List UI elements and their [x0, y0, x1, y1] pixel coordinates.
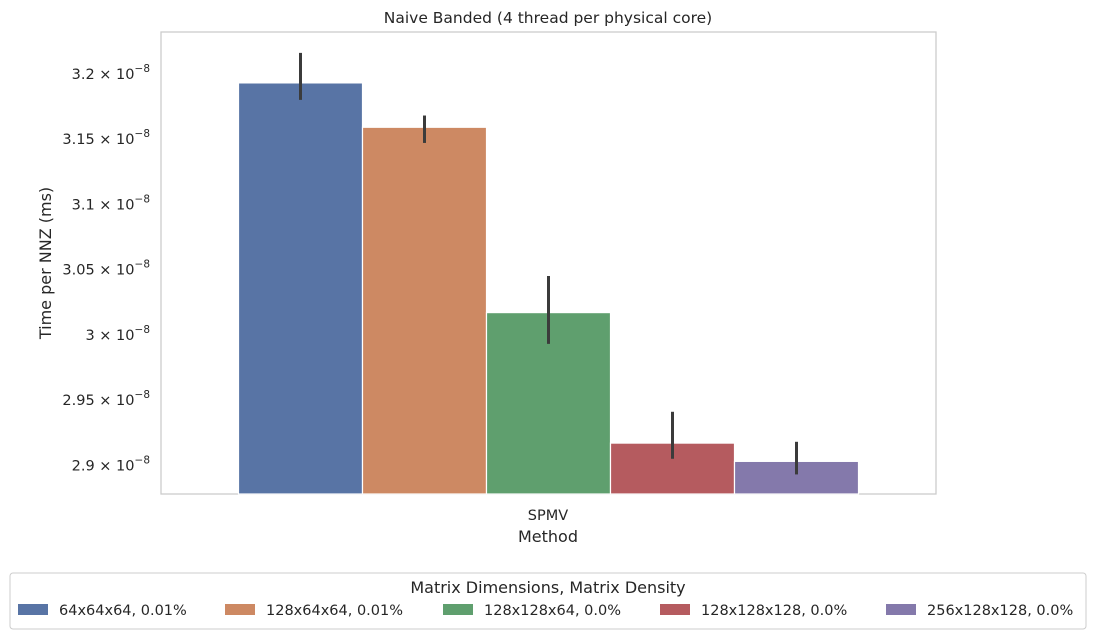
legend: Matrix Dimensions, Matrix Density 64x64x…	[9, 572, 1087, 630]
legend-swatch	[443, 604, 473, 615]
legend-label: 128x64x64, 0.01%	[266, 603, 403, 619]
legend-item-1: 64x64x64, 0.01%	[18, 603, 187, 619]
legend-label: 128x128x128, 0.0%	[701, 603, 847, 619]
y-tick-label-2: 2.95 × 10−8	[62, 389, 150, 409]
legend-item-2: 128x64x64, 0.01%	[225, 603, 403, 619]
y-tick-label-4: 3.05 × 10−8	[62, 259, 150, 279]
legend-label: 256x128x128, 0.0%	[927, 603, 1073, 619]
legend-item-5: 256x128x128, 0.0%	[886, 603, 1073, 619]
y-tick-label-1: 2.9 × 10−8	[72, 454, 150, 474]
y-axis-ticks: 2.9 × 10−8 2.95 × 10−8 3 × 10−8 3.05 × 10−8…	[62, 63, 150, 475]
legend-item-4: 128x128x128, 0.0%	[660, 603, 847, 619]
bar-1	[237, 82, 364, 495]
y-tick-label-5: 3.1 × 10−8	[72, 193, 150, 213]
y-tick-label-6: 3.15 × 10−8	[62, 128, 150, 148]
x-tick-label-spmv: SPMV	[528, 508, 568, 524]
legend-swatch	[886, 604, 916, 615]
legend-title: Matrix Dimensions, Matrix Density	[410, 578, 685, 597]
legend-item-3: 128x128x64, 0.0%	[443, 603, 621, 619]
error-bars-layer	[299, 52, 798, 475]
legend-swatch	[660, 604, 690, 615]
bar-2	[361, 126, 488, 495]
legend-items: 64x64x64, 0.01% 128x64x64, 0.01% 128x128x6…	[18, 603, 1073, 619]
y-tick-label-3: 3 × 10−8	[85, 324, 150, 344]
legend-label: 64x64x64, 0.01%	[59, 603, 187, 619]
x-axis-label: Method	[518, 527, 578, 546]
legend-swatch	[18, 604, 48, 615]
legend-label: 128x128x64, 0.0%	[484, 603, 621, 619]
legend-swatch	[225, 604, 255, 615]
chart-title: Naive Banded (4 thread per physical core…	[384, 9, 712, 27]
bar-4	[609, 442, 736, 495]
y-axis-label: Time per NNZ (ms)	[36, 187, 55, 340]
y-tick-label-7: 3.2 × 10−8	[72, 63, 150, 83]
legend-frame	[9, 572, 1087, 630]
